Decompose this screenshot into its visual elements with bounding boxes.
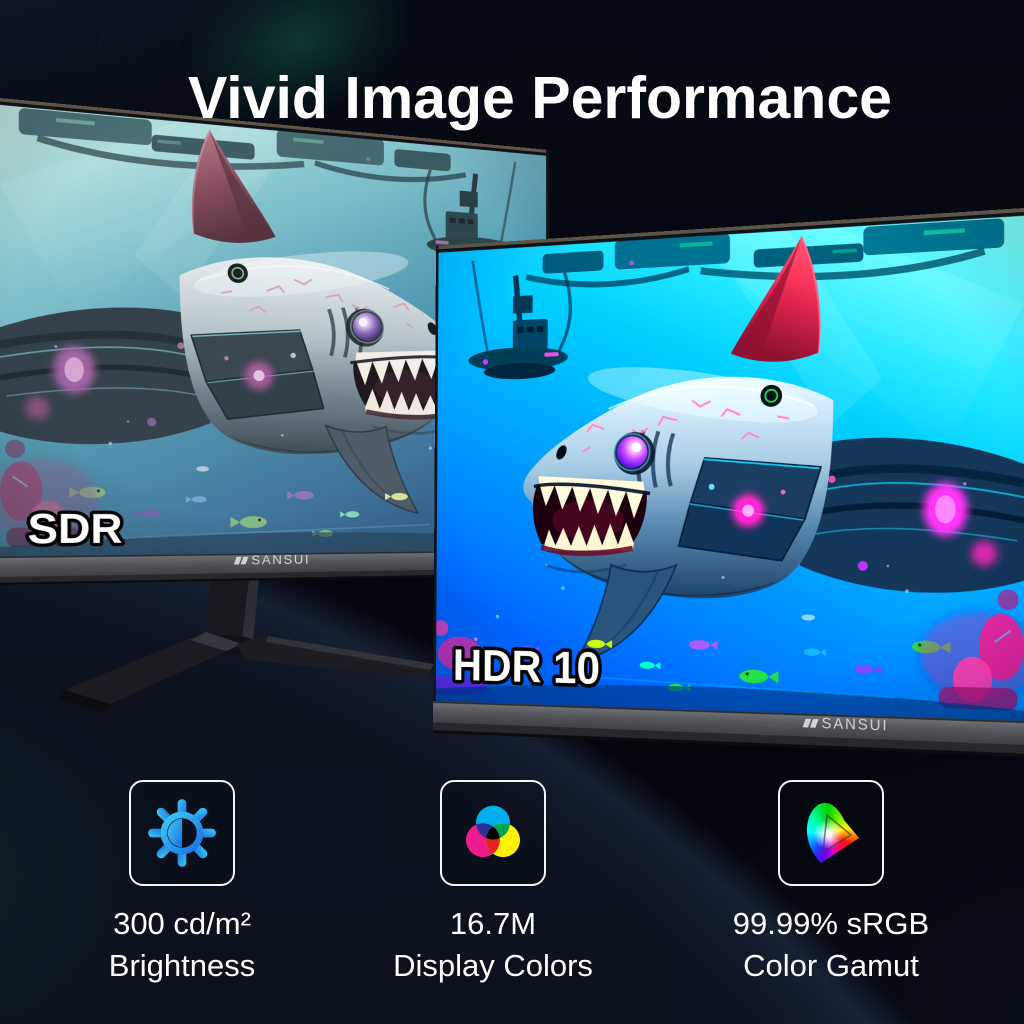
brightness-contrast-icon: [148, 799, 216, 867]
caption-color-gamut: 99.99% sRGB Color Gamut: [681, 903, 981, 987]
monitor-hdr: HDR 10 SANSUI: [433, 208, 1024, 757]
caption-brightness: 300 cd/m² Brightness: [32, 903, 332, 987]
caption-value: 99.99% sRGB: [732, 906, 930, 941]
brand-text: SANSUI: [251, 553, 310, 568]
hdr-label: HDR 10: [453, 639, 601, 693]
bottom-bezel: [0, 550, 550, 577]
side-bezel: [433, 245, 439, 702]
sdr-label: SDR: [28, 507, 123, 553]
sansui-logo: SANSUI: [233, 553, 310, 568]
caption-display-colors: 16.7M Display Colors: [343, 903, 643, 987]
caption-value: 16.7M: [449, 906, 537, 941]
rgb-color-circles-icon: [465, 805, 521, 858]
monitor-hdr-graphic: HDR 10 SANSUI: [433, 208, 1024, 757]
caption-label: Brightness: [108, 948, 256, 983]
caption-label: Color Gamut: [743, 948, 919, 983]
monitor-sdr: SDR SANSUI: [0, 98, 550, 585]
stand-graphic: [60, 552, 434, 713]
feature-color-gamut: [778, 780, 884, 886]
sansui-logo: SANSUI: [802, 714, 889, 734]
caption-label: Display Colors: [393, 948, 593, 983]
page-title: Vivid Image Performance: [188, 64, 892, 131]
caption-value: 300 cd/m²: [113, 906, 251, 941]
bottom-bezel: [433, 701, 1024, 746]
feature-display-colors: [440, 780, 546, 886]
monitor-sdr-graphic: SDR SANSUI: [0, 98, 550, 585]
monitor-stand: [30, 552, 445, 722]
brand-text: SANSUI: [822, 714, 889, 734]
feature-brightness: [129, 780, 235, 886]
color-gamut-icon: [798, 800, 864, 866]
gamut-triangle: [822, 813, 853, 854]
